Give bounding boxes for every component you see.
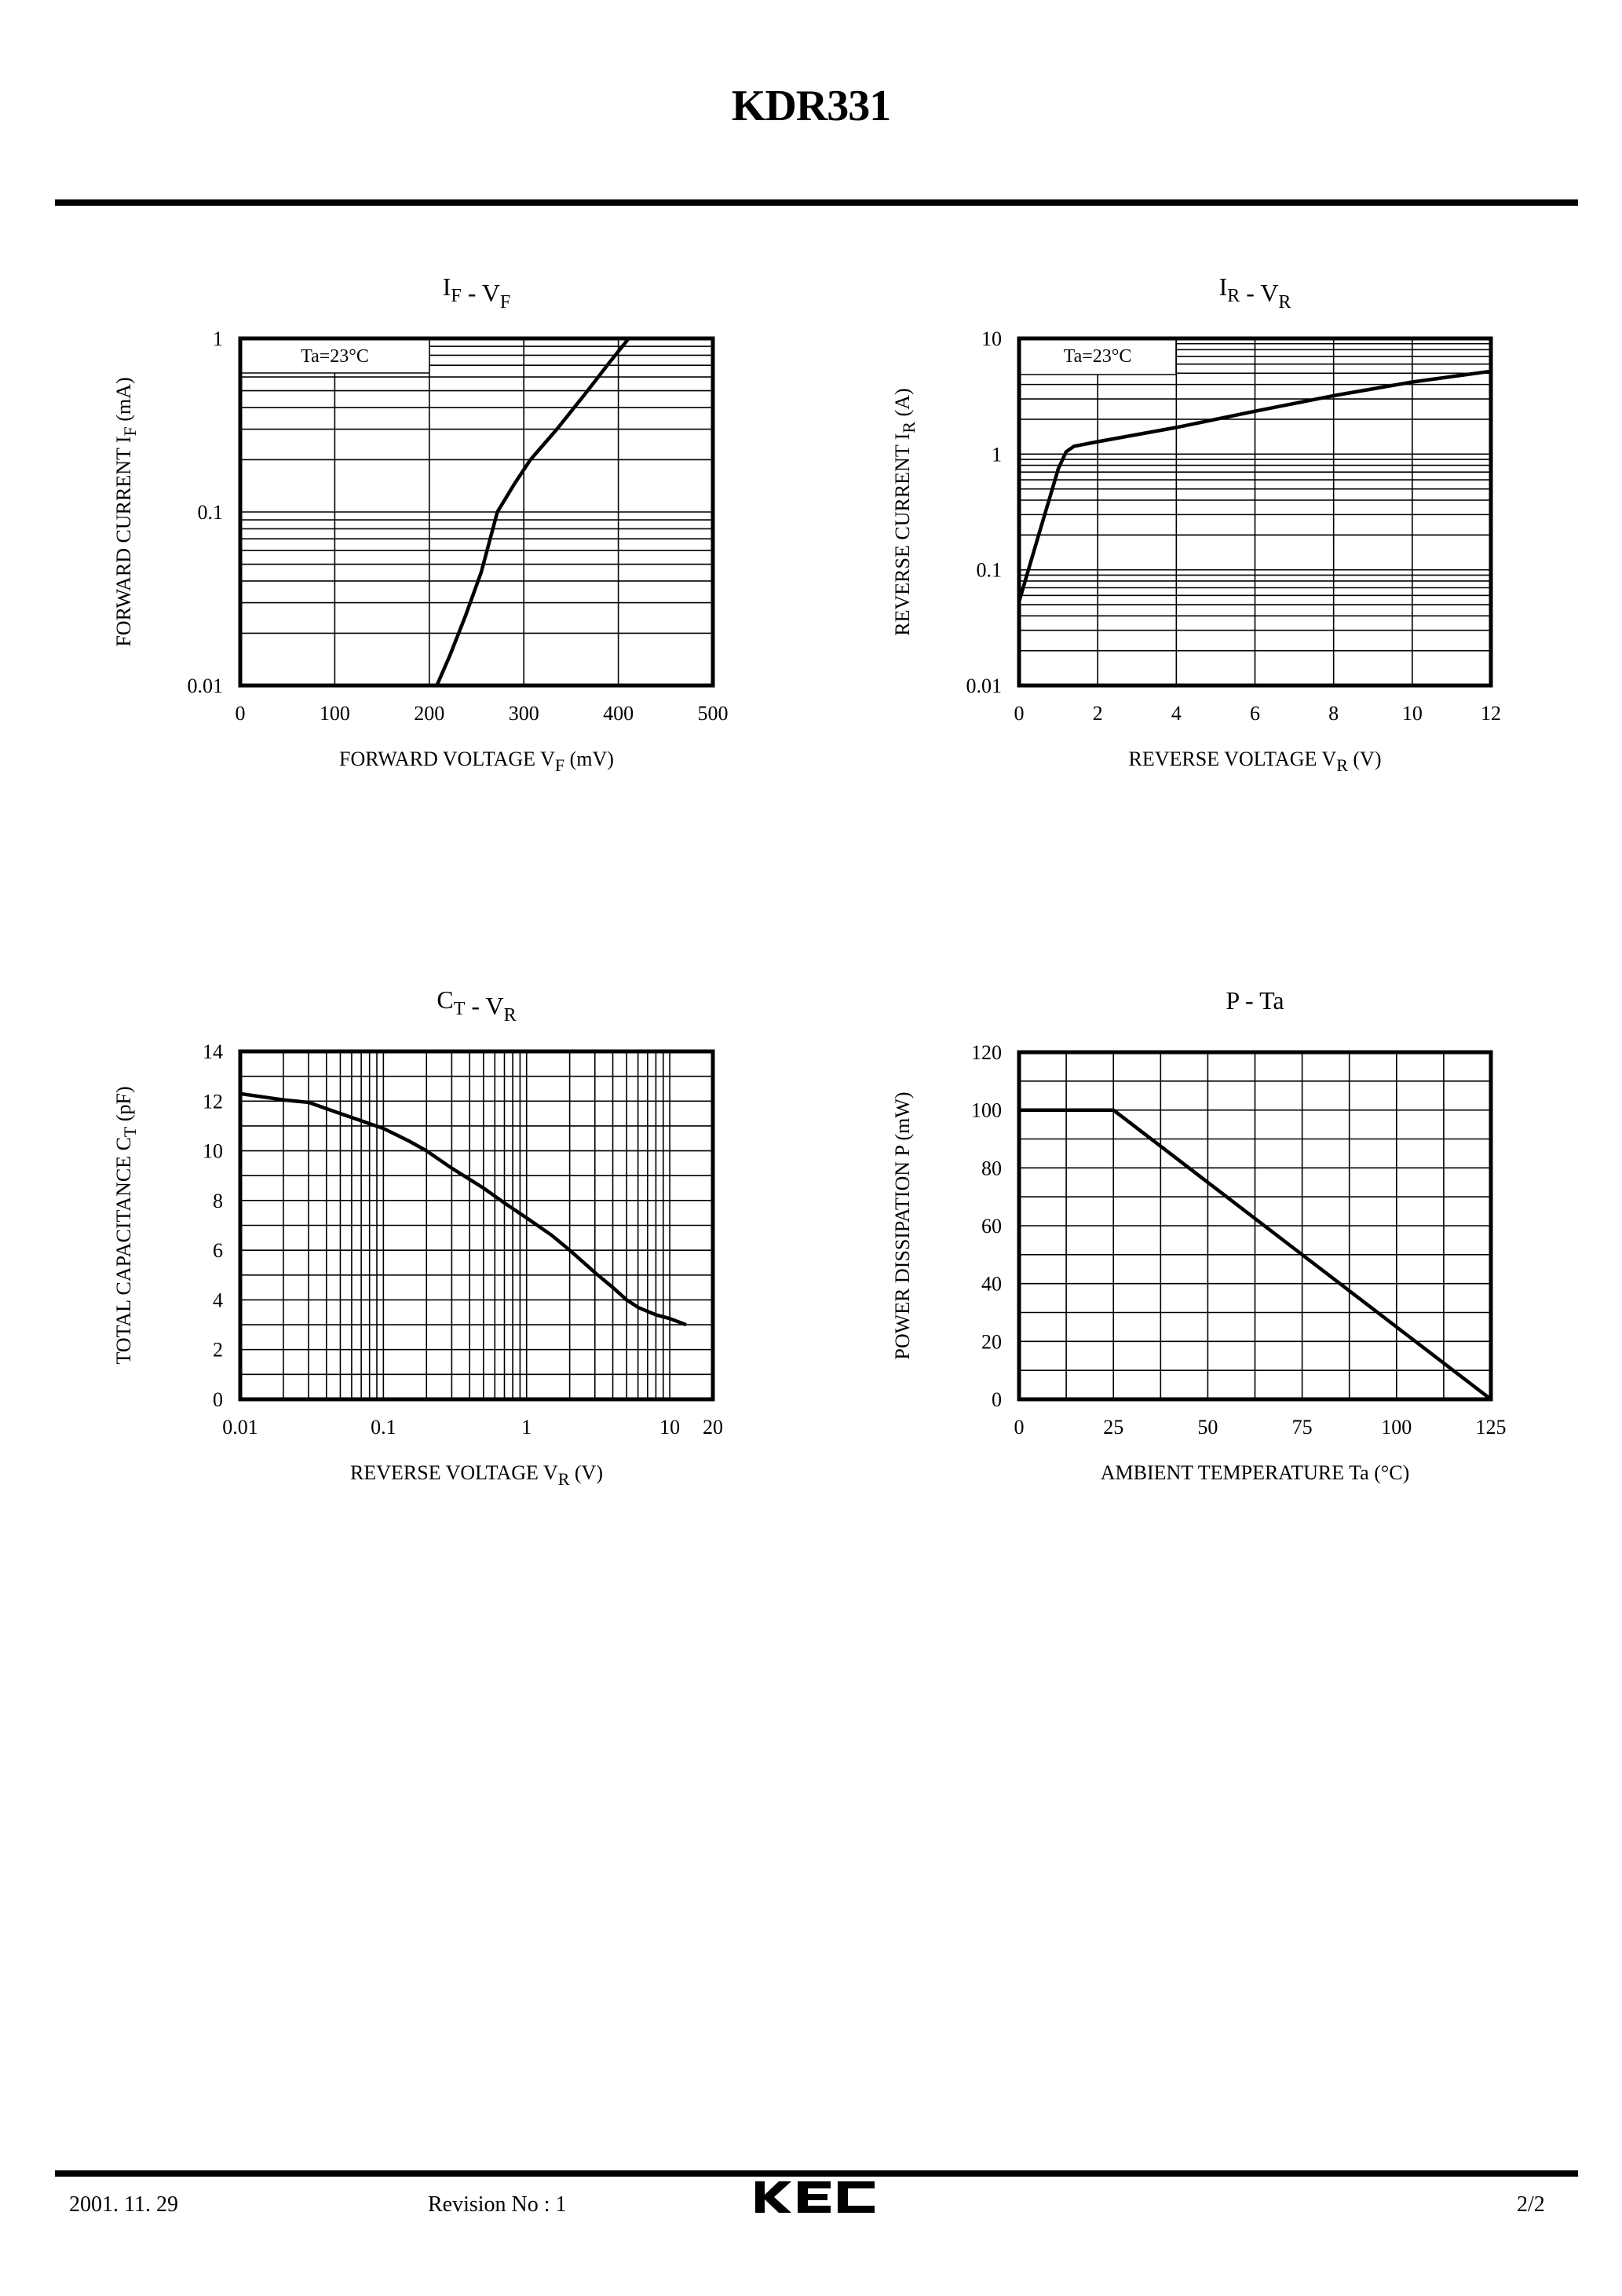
data-curve-ir xyxy=(1017,369,1492,602)
x-tick-label: 75 xyxy=(1292,1416,1313,1439)
x-tick-label: 6 xyxy=(1250,702,1260,725)
y-tick-label: 8 xyxy=(213,1190,223,1212)
x-tick-label: 12 xyxy=(1481,702,1501,725)
plot-frame xyxy=(1017,1050,1493,1402)
y-tick-label: 120 xyxy=(971,1041,1002,1064)
data-curve-if xyxy=(435,337,630,686)
chart-p-ta: 0 25 50 75 100 125 0 20 40 60 80 100 120 P - Ta AMBIEN… xyxy=(891,986,1507,1484)
y-tick-label: 80 xyxy=(981,1157,1002,1179)
y-tick-label: 10 xyxy=(981,327,1002,350)
temperature-annotation: Ta=23°C xyxy=(1064,346,1132,367)
chart-ir-vr: Ta=23°C 0 2 4 6 8 10 12 0.01 0.1 1 10 IR - VR REVERSE… xyxy=(891,272,1501,775)
x-tick-label: 100 xyxy=(320,702,350,725)
x-axis-label: FORWARD VOLTAGE VF (mV) xyxy=(339,748,614,775)
x-tick-label: 300 xyxy=(509,702,539,725)
plot-frame xyxy=(1017,336,1493,688)
grid-lines xyxy=(1019,1052,1491,1399)
x-tick-label: 500 xyxy=(698,702,729,725)
x-tick-label: 100 xyxy=(1381,1416,1412,1439)
data-curve-ct xyxy=(239,1091,687,1327)
y-axis-label: TOTAL CAPACITANCE CT (pF) xyxy=(112,1086,140,1364)
grid-lines xyxy=(240,338,713,686)
y-tick-label: 20 xyxy=(981,1330,1002,1353)
plot-frame xyxy=(238,336,715,688)
x-axis-label: AMBIENT TEMPERATURE Ta (°C) xyxy=(1101,1461,1410,1484)
y-tick-label: 10 xyxy=(203,1140,223,1163)
chart-title: IR - VR xyxy=(1219,272,1291,313)
x-tick-label: 400 xyxy=(603,702,634,725)
x-tick-label: 1 xyxy=(521,1416,532,1439)
chart-title: P - Ta xyxy=(1226,986,1284,1015)
y-tick-label: 2 xyxy=(213,1339,223,1362)
grid-lines xyxy=(240,1051,713,1399)
x-tick-label: 4 xyxy=(1171,702,1182,725)
x-tick-label: 125 xyxy=(1476,1416,1507,1439)
header-rule xyxy=(55,199,1578,206)
footer-date: 2001. 11. 29 xyxy=(69,2192,178,2217)
x-tick-label: 0 xyxy=(236,702,246,725)
y-tick-label: 60 xyxy=(981,1215,1002,1238)
y-tick-label: 0.01 xyxy=(966,675,1003,697)
y-axis-label: POWER DISSIPATION P (mW) xyxy=(891,1091,914,1359)
x-tick-label: 0 xyxy=(1014,1416,1025,1439)
chart-ct-vr: 0.01 0.1 1 10 20 0 2 4 6 8 10 12 14 CT - VR REVERSE VO… xyxy=(112,985,723,1489)
y-tick-label: 4 xyxy=(213,1289,223,1311)
x-tick-label: 10 xyxy=(659,1416,680,1439)
y-tick-label: 0.1 xyxy=(198,501,224,524)
y-tick-label: 0 xyxy=(213,1388,223,1411)
x-tick-label: 0 xyxy=(1014,702,1025,725)
temperature-annotation: Ta=23°C xyxy=(301,346,369,367)
y-axis-label: REVERSE CURRENT IR (A) xyxy=(891,388,919,635)
document-title: KDR331 xyxy=(731,82,891,130)
x-tick-label: 20 xyxy=(703,1416,723,1439)
y-tick-label: 40 xyxy=(981,1273,1002,1296)
x-tick-label: 2 xyxy=(1093,702,1103,725)
footer-page-number: 2/2 xyxy=(1517,2192,1545,2217)
x-tick-label: 0.1 xyxy=(371,1416,396,1439)
y-tick-label: 6 xyxy=(213,1239,223,1262)
plot-frame xyxy=(238,1049,715,1402)
kec-logo-icon xyxy=(755,2181,875,2213)
chart-title: IF - VF xyxy=(443,272,511,313)
x-tick-label: 50 xyxy=(1197,1416,1218,1439)
y-tick-label: 0.01 xyxy=(188,675,224,697)
footer-revision: Revision No : 1 xyxy=(428,2192,567,2217)
y-axis-label: FORWARD CURRENT IF (mA) xyxy=(112,377,140,646)
y-tick-label: 12 xyxy=(203,1090,223,1113)
x-axis-label: REVERSE VOLTAGE VR (V) xyxy=(1129,748,1382,775)
y-tick-label: 14 xyxy=(203,1040,223,1063)
y-tick-label: 100 xyxy=(971,1099,1002,1122)
y-tick-label: 0.1 xyxy=(977,559,1003,582)
y-tick-label: 1 xyxy=(213,327,223,350)
y-tick-label: 0 xyxy=(992,1388,1002,1411)
data-curve-p xyxy=(1019,1108,1492,1401)
chart-title: CT - VR xyxy=(437,985,516,1026)
x-tick-label: 25 xyxy=(1103,1416,1123,1439)
x-tick-label: 10 xyxy=(1402,702,1423,725)
x-axis-label: REVERSE VOLTAGE VR (V) xyxy=(350,1461,603,1489)
x-tick-label: 8 xyxy=(1328,702,1339,725)
grid-lines xyxy=(1019,338,1491,686)
x-tick-label: 0.01 xyxy=(222,1416,258,1439)
y-tick-label: 1 xyxy=(992,443,1002,466)
chart-if-vf: Ta=23°C 0 100 200 300 400 500 0.01 0.1 1 IF - VF FO… xyxy=(112,272,729,775)
footer-rule xyxy=(55,2170,1578,2177)
x-tick-label: 200 xyxy=(414,702,444,725)
